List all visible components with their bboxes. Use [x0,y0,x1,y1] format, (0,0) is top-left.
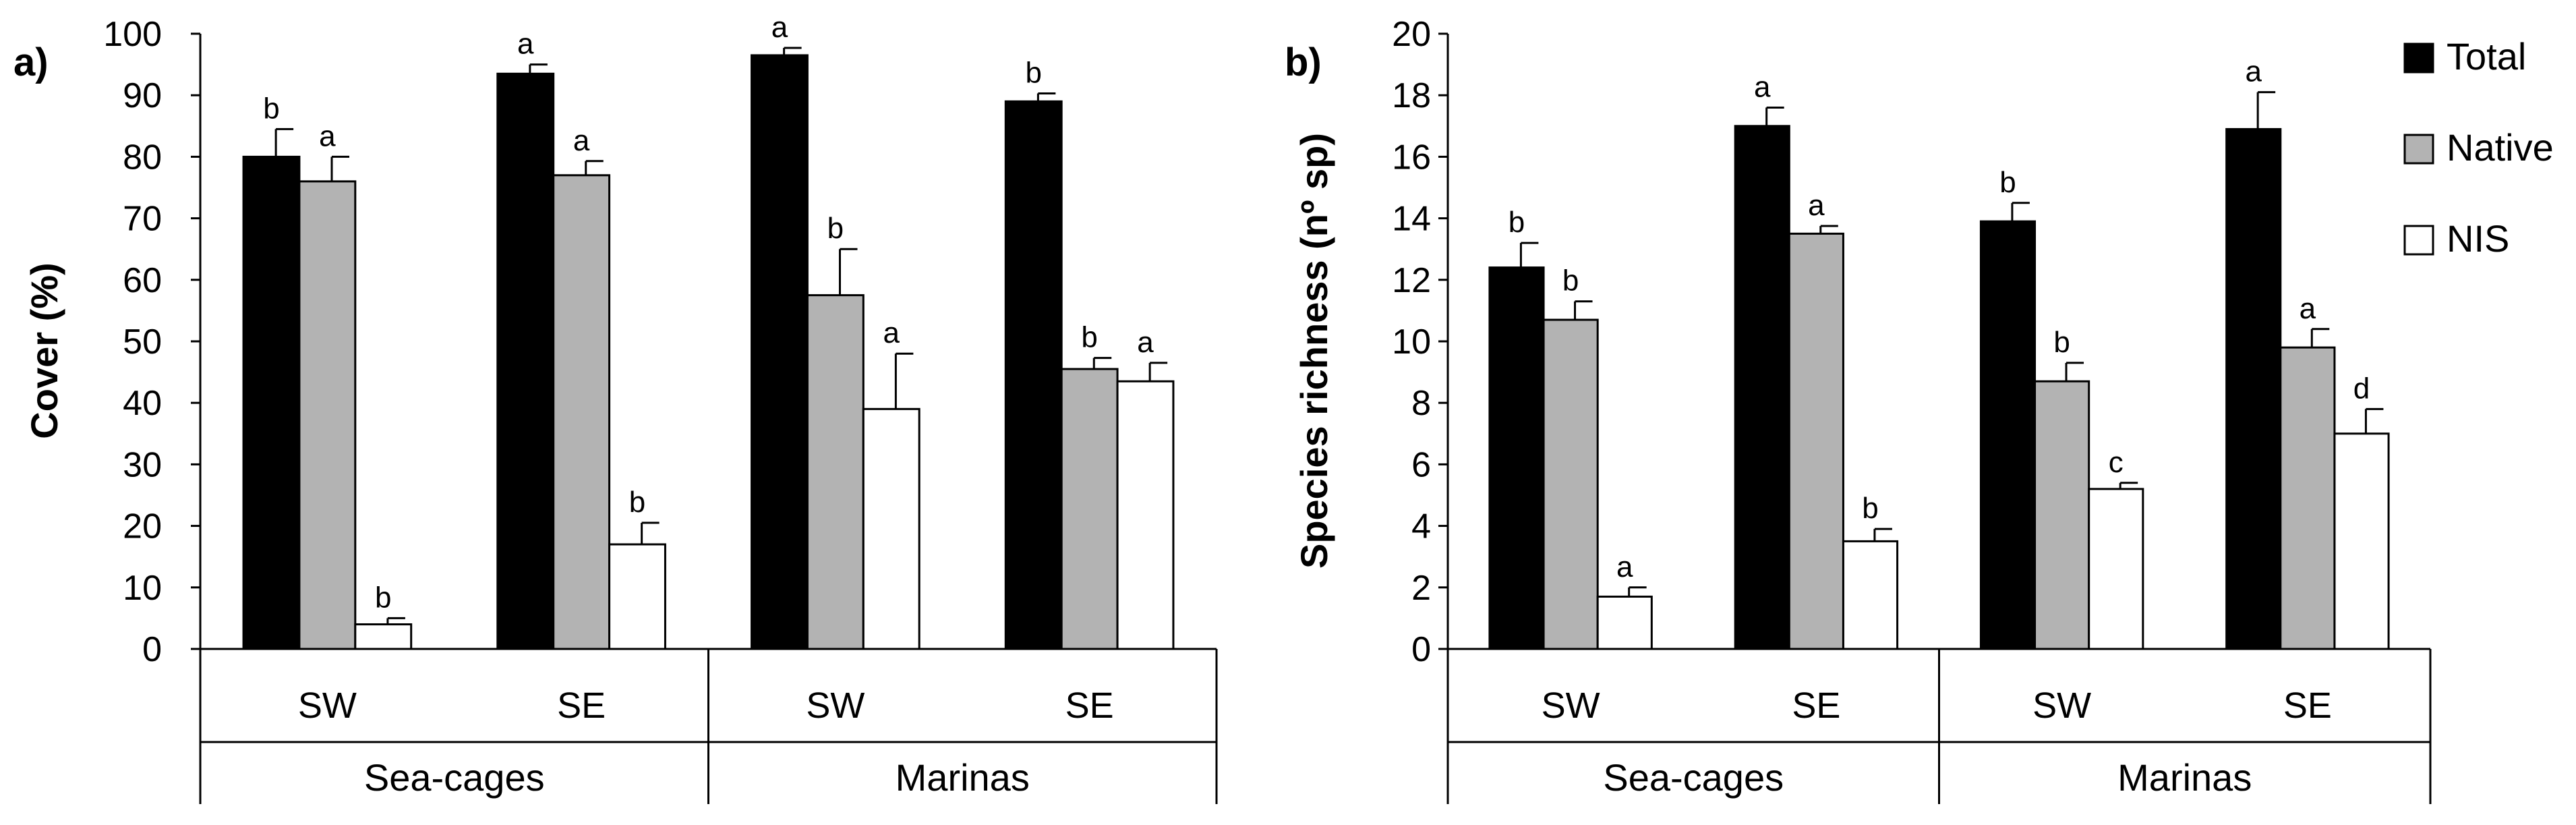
panel-b-bar-native [2034,380,2090,650]
panel-b-y-tick-label: 4 [1411,507,1431,546]
panel-a-group-label: Sea-cages [364,756,545,799]
panel-b-bar-total [2225,127,2282,650]
panel-a-y-tick-label: 100 [103,15,162,54]
legend-swatch-total [2403,42,2434,74]
panel-a-group-label: Marinas [896,756,1030,799]
panel-a-significance-letter: a [573,124,590,157]
panel-a-category-label: SE [557,685,606,726]
panel-a-category-label: SW [806,685,865,726]
legend: Total Native NIS [2403,35,2554,260]
legend-label-native: Native [2447,126,2554,169]
panel-b-y-tick-label: 6 [1411,445,1431,484]
panel-b-bar-nis [2088,488,2144,650]
panel-b-y-tick-label: 12 [1392,261,1431,300]
panel-a-y-tick-label: 20 [123,507,162,546]
panel-a-bar-nis [608,543,666,650]
panel-b-label: b) [1285,40,1322,84]
panel-a-category-label: SW [298,685,357,726]
panel-a-significance-letter: b [375,581,391,614]
panel-b-bar-nis [1842,540,1899,650]
panel-b-bar-nis [2333,432,2390,650]
panel-b-significance-letter: a [1616,550,1633,584]
legend-swatch-native [2403,134,2434,165]
panel-a-significance-letter: a [517,28,534,61]
panel-b-significance-letter: b [2053,326,2070,359]
legend-label-nis: NIS [2447,217,2509,260]
panel-a-significance-letter: a [1137,326,1154,359]
panel-a-y-tick-label: 30 [123,445,162,484]
panel-a-bar-nis [354,623,413,650]
panel-b-y-tick-label: 20 [1392,15,1431,54]
panel-b-y-tick-label: 16 [1392,138,1431,177]
panel-a-y-tick-label: 40 [123,384,162,423]
panel-b-bar-native [1788,232,1844,650]
panel-b-significance-letter: b [1509,206,1525,239]
panel-a-bar-native [806,294,865,650]
panel-a-significance-letter: b [827,212,844,245]
panel-b-significance-letter: b [1562,264,1579,297]
panel-a-significance-letter: b [1025,56,1041,89]
panel-b-richness-chart: b) Species richness (nº sp) 0 2 4 6 8 10 12 14 1… [1285,15,2432,804]
panel-a-bar-native [552,174,611,650]
panel-a-bar-total [1004,100,1063,650]
panel-b-bar-native [1542,318,1599,650]
panel-b-category-label: SW [1542,685,1600,726]
panel-a-label: a) [13,40,49,84]
panel-a-y-tick-label: 50 [123,322,162,362]
panel-b-y-tick-label: 8 [1411,384,1431,423]
panel-b-y-tick-label: 2 [1411,569,1431,608]
panel-a-bar-nis [862,407,920,650]
panel-a-y-tick-label: 10 [123,569,162,608]
panel-b-y-axis-title: Species richness (nº sp) [1293,133,1335,569]
panel-b-y-tick-label: 0 [1411,630,1431,669]
panel-a-bar-native [298,180,357,650]
panel-b-significance-letter: c [2109,446,2124,479]
legend-label-total: Total [2447,35,2526,78]
panel-a-bar-nis [1116,380,1175,650]
panel-b-y-tick-label: 18 [1392,76,1431,115]
panel-a-significance-letter: a [319,119,336,152]
panel-a-significance-letter: b [1081,321,1097,354]
panel-b-significance-letter: a [1808,189,1825,222]
panel-b-significance-letter: a [2245,55,2262,88]
panel-b-category-label: SE [1792,685,1840,726]
panel-b-bar-total [1979,220,2037,650]
panel-b-bar-total [1488,266,1545,650]
panel-a-bar-native [1060,368,1119,650]
panel-b-significance-letter: a [1754,70,1771,103]
panel-a-y-tick-label: 60 [123,261,162,300]
panel-a-significance-letter: b [629,486,645,519]
panel-a-bar-total [496,72,555,650]
panel-b-significance-letter: b [1999,166,2016,199]
panel-a-y-tick-label: 90 [123,76,162,115]
panel-b-significance-letter: b [1862,492,1878,525]
panel-a-y-tick-label: 80 [123,138,162,177]
panel-a-y-tick-label: 70 [123,200,162,239]
panel-b-significance-letter: d [2353,372,2370,405]
panel-a-significance-letter: b [263,92,279,125]
panel-b-y-tick-label: 14 [1392,200,1431,239]
panel-a-bar-total [242,155,301,650]
panel-a-cover-chart: a) Cover (%) 0 10 20 30 40 50 60 70 80 90 100 SW SE S… [13,11,1218,804]
panel-b-bar-total [1734,125,1790,650]
panel-b-category-label: SW [2032,685,2091,726]
panel-b-group-label: Sea-cages [1603,756,1784,799]
panel-b-significance-letter: a [2300,292,2316,325]
panel-b-group-label: Marinas [2117,756,2252,799]
panel-b-category-label: SE [2283,685,2332,726]
panel-a-bar-total [751,54,809,650]
panel-a-category-label: SE [1065,685,1114,726]
panel-a-significance-letter: a [771,11,788,44]
panel-b-y-tick-label: 10 [1392,322,1431,362]
legend-swatch-nis [2403,225,2434,256]
panel-b-bar-native [2279,346,2336,650]
panel-a-y-axis-title: Cover (%) [23,262,65,438]
panel-a-significance-letter: a [883,316,900,349]
panel-a-y-tick-label: 0 [142,630,162,669]
panel-b-bar-nis [1596,595,1653,650]
